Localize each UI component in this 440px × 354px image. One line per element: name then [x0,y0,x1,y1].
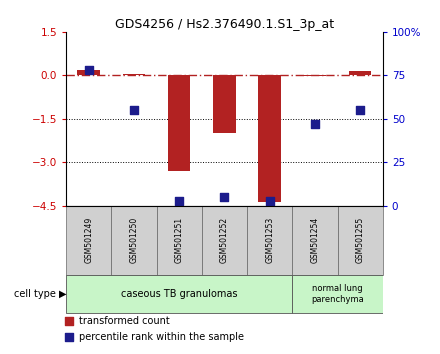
Bar [292,275,383,313]
Text: GSM501250: GSM501250 [129,217,139,263]
Bar [157,206,202,275]
Point [176,198,183,204]
Text: GSM501252: GSM501252 [220,217,229,263]
Text: GSM501249: GSM501249 [84,217,93,263]
Text: GSM501253: GSM501253 [265,217,274,263]
Text: GSM501255: GSM501255 [356,217,365,263]
Text: normal lung
parenchyma: normal lung parenchyma [311,284,364,304]
Point [266,198,273,204]
Text: GSM501254: GSM501254 [310,217,319,263]
Bar [304,75,326,76]
Text: percentile rank within the sample: percentile rank within the sample [79,332,244,342]
Bar [66,206,111,275]
Title: GDS4256 / Hs2.376490.1.S1_3p_at: GDS4256 / Hs2.376490.1.S1_3p_at [115,18,334,31]
Bar [77,70,100,75]
Point [221,194,228,200]
Bar [349,71,371,75]
Point [312,121,319,127]
Bar [337,206,383,275]
Bar [66,275,292,313]
Bar [292,206,337,275]
Point [85,67,92,73]
Point [357,107,364,113]
Text: caseous TB granulomas: caseous TB granulomas [121,289,238,299]
Text: GSM501251: GSM501251 [175,217,183,263]
Bar [202,206,247,275]
Bar [247,206,292,275]
Bar [111,206,157,275]
Bar [213,75,236,133]
Point [249,122,257,128]
Bar [123,74,145,75]
Bar [258,75,281,201]
Point [130,107,137,113]
Text: transformed count: transformed count [79,316,169,326]
Point [249,272,257,277]
Text: cell type ▶: cell type ▶ [14,289,66,299]
Bar [168,75,191,171]
